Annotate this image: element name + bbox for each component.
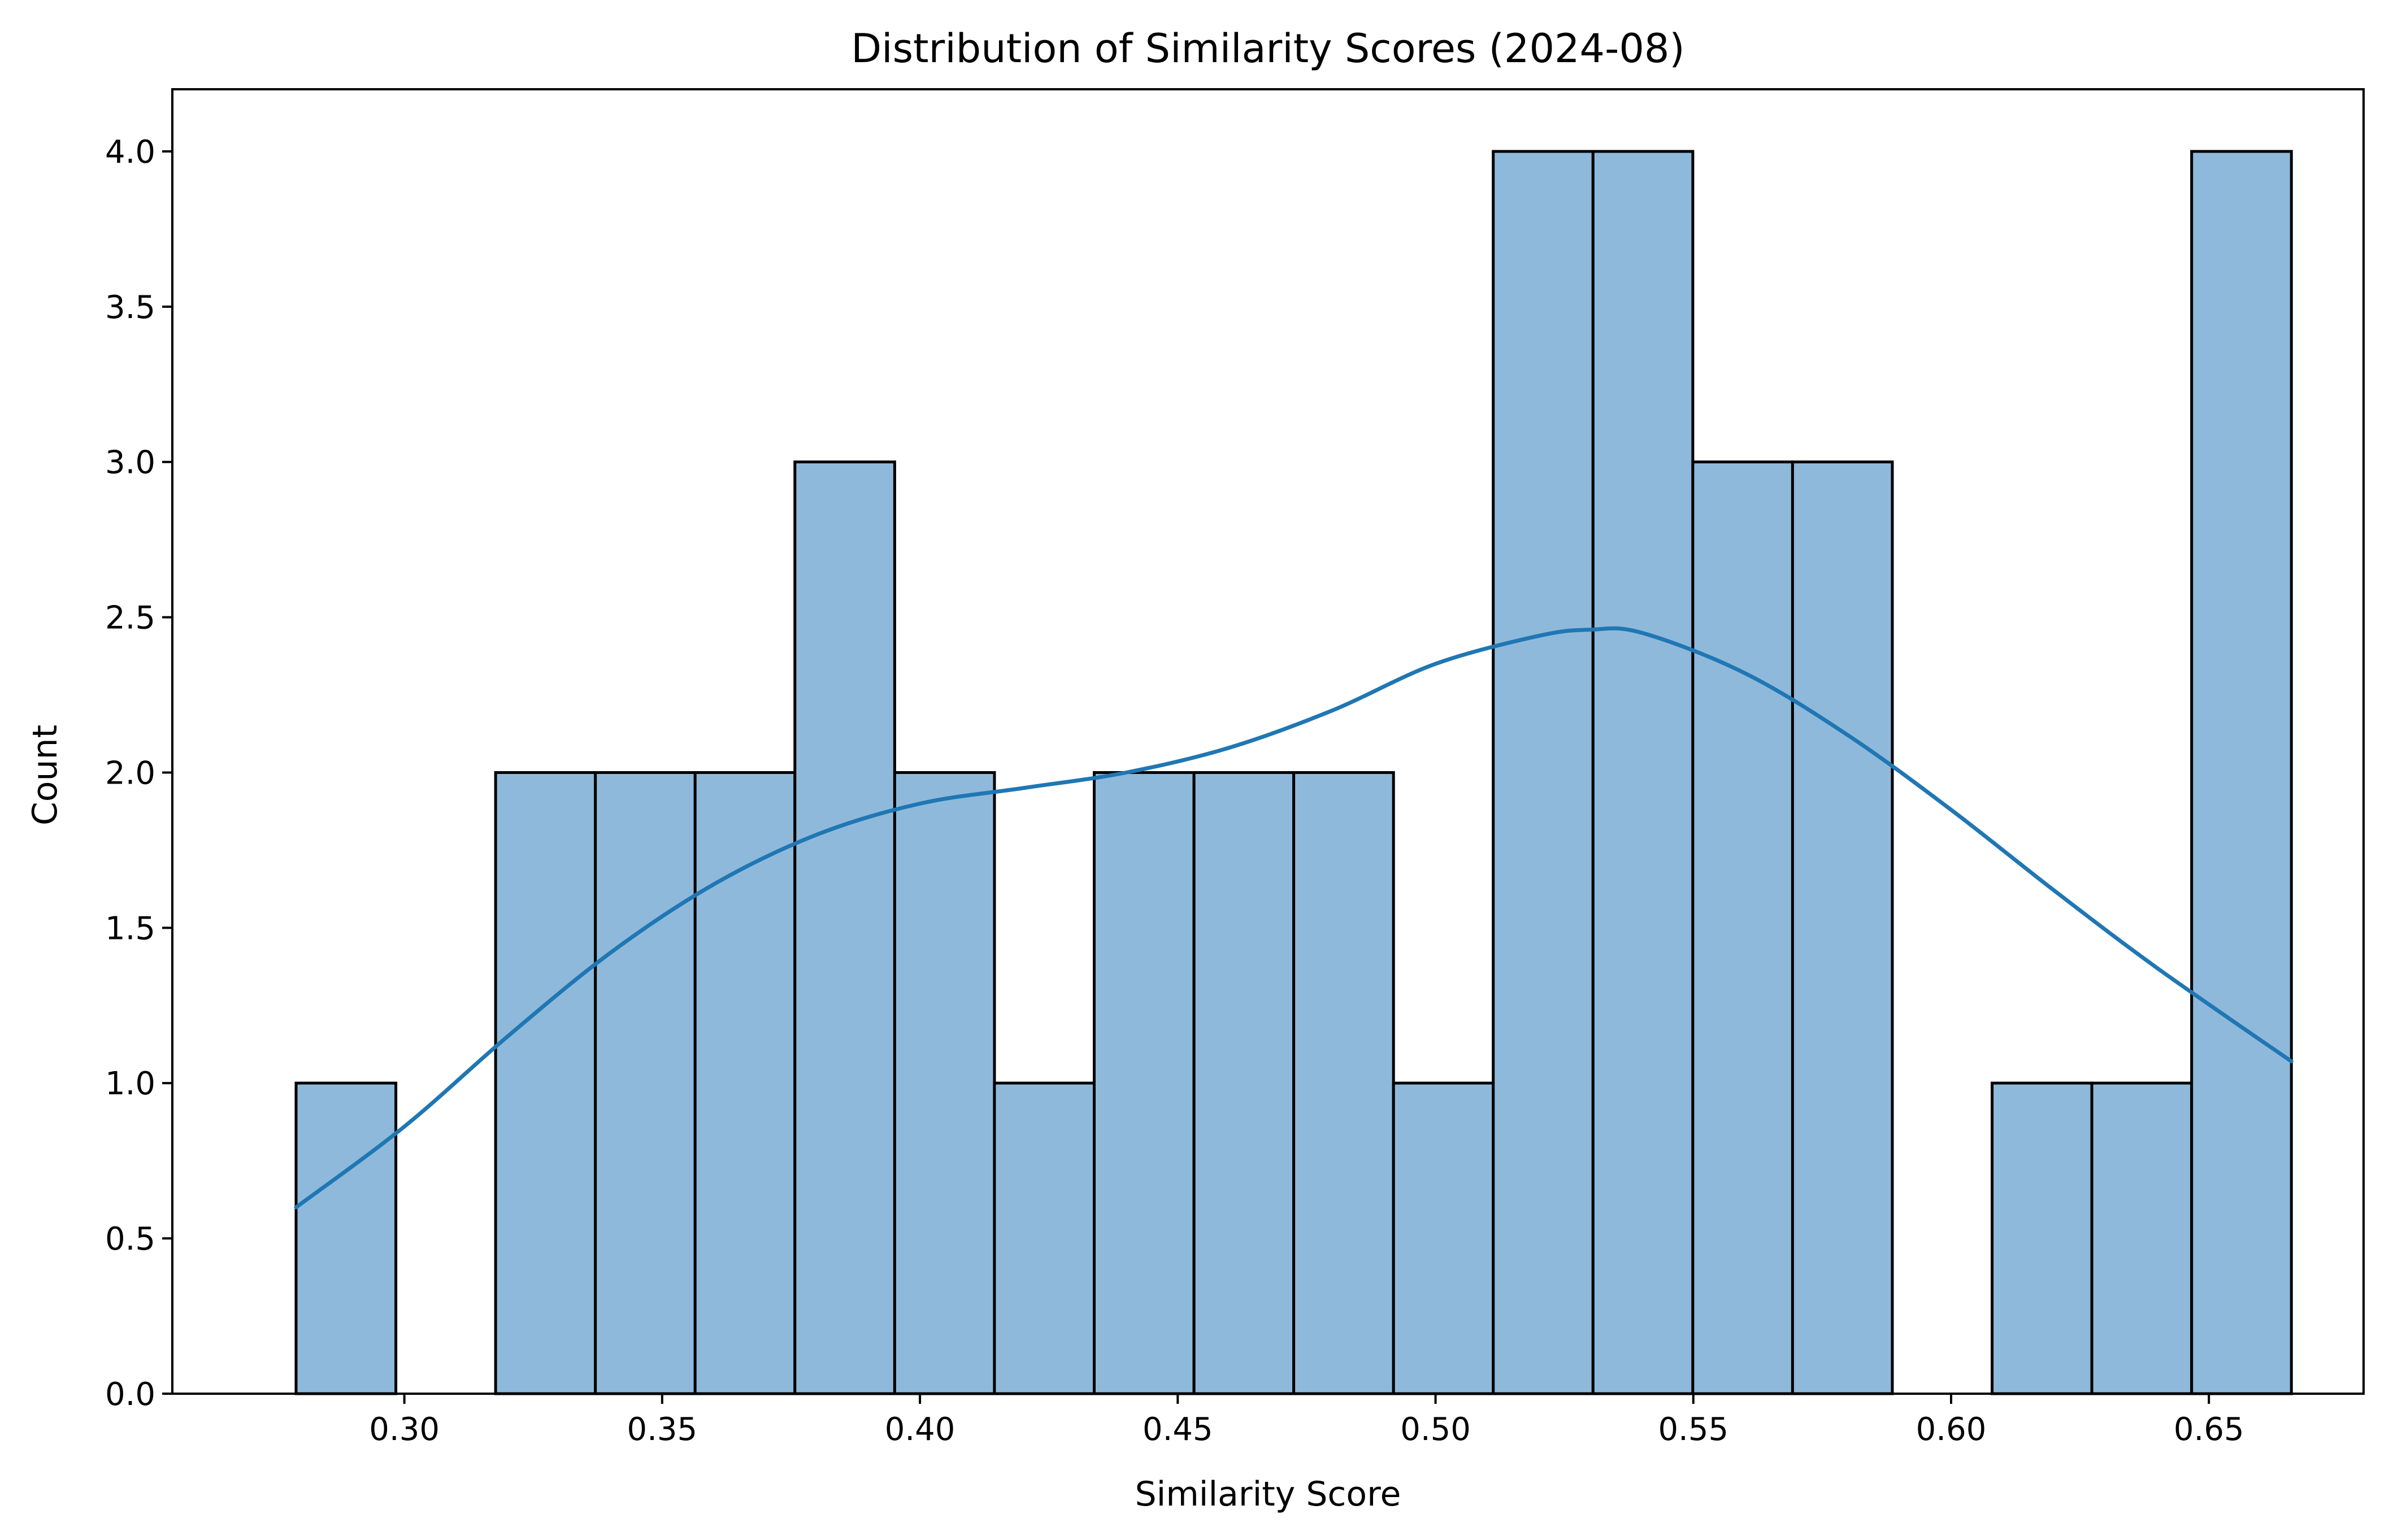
histogram-bar [1093,771,1196,1395]
histogram-bar [2090,1081,2193,1395]
histogram-bar [1392,1081,1495,1395]
x-axis-ticks: 0.30 0.35 0.40 0.45 0.50 0.55 0.60 0.65 [369,1394,2244,1448]
histogram-bars [294,150,2293,1395]
x-tick-label: 0.45 [1143,1411,1213,1448]
y-tick-label: 2.5 [105,600,155,637]
histogram-bar [594,771,697,1395]
x-tick-label: 0.55 [1658,1411,1728,1448]
histogram-bar [993,1081,1096,1395]
y-tick-label: 0.0 [105,1376,155,1413]
x-tick-label: 0.30 [369,1411,440,1448]
y-tick-label: 1.5 [105,910,155,947]
histogram-bar [1991,1081,2093,1395]
histogram-bar [1292,771,1395,1395]
x-axis-label: Similarity Score [1135,1474,1401,1514]
y-tick-label: 2.0 [105,755,155,791]
x-tick-label: 0.35 [627,1411,698,1448]
histogram-bar [793,460,896,1395]
y-axis-label: Count [25,725,65,825]
y-tick-label: 4.0 [105,134,155,171]
y-tick-label: 1.0 [105,1065,155,1102]
histogram-bar [1791,460,1894,1395]
histogram-bar [693,771,797,1395]
kde-curve [294,626,2294,1210]
x-tick-label: 0.65 [2174,1411,2244,1448]
histogram-bar [1591,150,1695,1395]
histogram-bar [893,771,996,1395]
chart-title: Distribution of Similarity Scores (2024-… [851,25,1684,72]
histogram-bar [1492,150,1595,1395]
x-tick-label: 0.60 [1916,1411,1987,1448]
plot-frame [171,88,2365,1395]
x-tick-label: 0.40 [885,1411,955,1448]
histogram-bar [294,1081,398,1395]
histogram-bar [1691,460,1794,1395]
y-tick-label: 3.0 [105,445,155,481]
y-tick-label: 0.5 [105,1221,155,1258]
x-tick-label: 0.50 [1400,1411,1471,1448]
histogram-bar [1192,771,1296,1395]
y-axis-ticks: 0.0 0.5 1.0 1.5 2.0 2.5 3.0 3.5 4.0 [105,134,172,1413]
histogram-bar [494,771,597,1395]
histogram-bar [2190,150,2293,1395]
y-tick-label: 3.5 [105,289,155,326]
